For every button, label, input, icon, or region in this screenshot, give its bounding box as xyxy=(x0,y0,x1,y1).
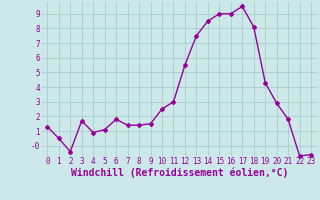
X-axis label: Windchill (Refroidissement éolien,°C): Windchill (Refroidissement éolien,°C) xyxy=(70,168,288,178)
